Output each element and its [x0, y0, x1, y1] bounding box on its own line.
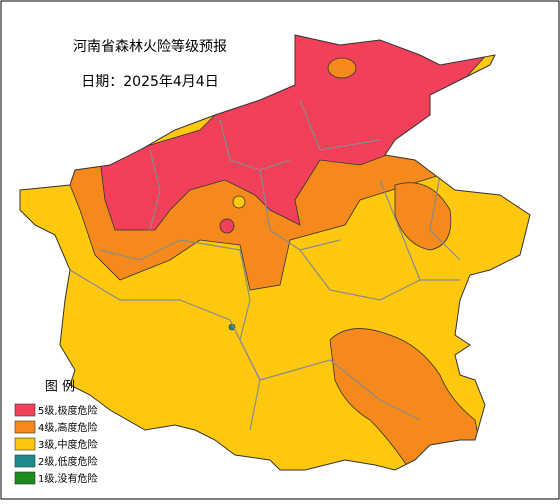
legend-label: 3级,中度危险 [38, 438, 98, 451]
title: 河南省森林火险等级预报 [73, 38, 227, 55]
region-level4-east [394, 182, 452, 251]
legend-label: 4级,高度危险 [38, 421, 98, 434]
legend-label: 1级,没有危险 [38, 472, 98, 485]
legend-label: 5级,极度危险 [38, 404, 98, 417]
legend-swatch [14, 403, 36, 417]
legend-swatch [14, 454, 36, 468]
region-level5-spot [219, 218, 235, 234]
legend: 图 例 5级,极度危险 4级,高度危险 3级,中度危险 2级,低度危险 1级,没有危险 [14, 380, 98, 485]
date: 日期：2025年4月4日 [81, 74, 218, 90]
legend-swatch [14, 420, 36, 434]
region-level3-spot [232, 195, 246, 209]
province-outline [19, 34, 531, 471]
legend-title: 图 例 [45, 380, 75, 395]
legend-swatch [14, 471, 36, 485]
region-level4-spot [327, 57, 357, 79]
legend-label: 2级,低度危险 [38, 455, 98, 468]
boundaries [69, 99, 461, 431]
legend-swatch [14, 437, 36, 451]
